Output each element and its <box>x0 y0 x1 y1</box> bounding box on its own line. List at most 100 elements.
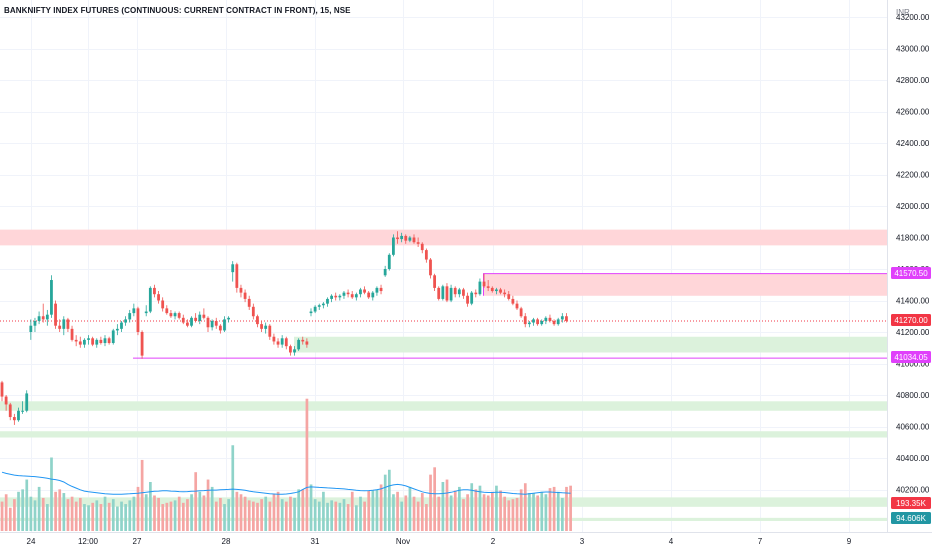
volume-bar <box>453 490 457 531</box>
volume-bar <box>95 500 99 531</box>
y-tick-label: 42600.00 <box>896 108 930 117</box>
candle <box>404 235 408 241</box>
candle <box>441 286 445 299</box>
candle <box>284 338 288 347</box>
volume-bar <box>103 496 107 531</box>
volume-bar <box>235 491 239 531</box>
price-mark-badge <box>891 351 931 363</box>
candle <box>507 294 511 299</box>
volume-bar <box>17 491 20 531</box>
candle <box>25 393 29 411</box>
volume-bar <box>194 472 198 531</box>
candle <box>165 308 169 314</box>
candle <box>330 295 333 299</box>
candle <box>367 292 371 298</box>
volume-bar <box>532 493 535 531</box>
volume-bar <box>8 507 12 531</box>
candle <box>305 341 309 345</box>
candle <box>83 339 86 345</box>
volume-bar <box>210 486 214 531</box>
volume-bar <box>190 494 193 531</box>
candle <box>78 341 82 345</box>
candle <box>470 292 474 304</box>
candle <box>169 313 173 317</box>
volume-bar <box>392 494 395 531</box>
candle <box>437 287 441 299</box>
candle <box>111 330 115 344</box>
candle <box>120 322 123 329</box>
candle <box>495 289 498 292</box>
candle <box>317 305 321 307</box>
volume-bar <box>297 489 301 531</box>
volume-bar <box>54 491 57 531</box>
volume-bar <box>367 490 371 531</box>
volume-bar <box>474 489 478 531</box>
candle <box>334 295 338 298</box>
y-tick-label: 43000.00 <box>896 45 930 54</box>
volume-bar <box>495 485 498 531</box>
volume-bar <box>46 504 49 531</box>
volume-bar <box>445 479 449 531</box>
volume-bar <box>420 493 424 531</box>
candle <box>416 242 420 244</box>
supply-zone <box>483 273 887 296</box>
volume-bar <box>41 497 45 531</box>
volume-bar <box>499 490 502 531</box>
volume-bar <box>507 500 511 531</box>
volume-bar <box>536 495 539 531</box>
candle <box>433 275 436 288</box>
volume-bar <box>441 482 445 531</box>
volume-bar <box>334 501 338 531</box>
y-tick-label: 41000.00 <box>896 360 930 369</box>
candle <box>346 292 350 295</box>
candle <box>321 303 325 306</box>
candle <box>544 317 548 321</box>
volume-bar <box>272 494 276 531</box>
volume-bar <box>173 500 177 531</box>
volume-bar <box>276 491 280 531</box>
volume-bar <box>37 486 41 531</box>
candle <box>449 287 453 301</box>
volume-bar <box>280 499 284 531</box>
candle <box>457 289 461 295</box>
volume-bar <box>519 489 523 531</box>
y-tick-label: 42400.00 <box>896 139 930 148</box>
volume-bar <box>437 496 441 531</box>
candle <box>95 339 99 345</box>
candle <box>17 410 20 421</box>
volume-bar <box>486 495 490 531</box>
volume-bar <box>330 500 333 531</box>
time-axis[interactable]: 24 12:00 27 28 31 Nov 2 3 4 7 9 <box>27 537 852 546</box>
candle <box>124 319 127 323</box>
price-mark-label: 193.35K <box>896 499 926 508</box>
volume-bar <box>412 496 416 531</box>
candle <box>511 298 515 304</box>
y-tick-label: 42200.00 <box>896 171 930 180</box>
y-tick-label: 40600.00 <box>896 423 930 432</box>
candle <box>161 300 165 309</box>
chart-title: BANKNIFTY INDEX FUTURES (CONTINUOUS: CUR… <box>4 6 351 15</box>
candle <box>153 287 156 295</box>
candle <box>272 336 276 342</box>
volume-bar <box>136 486 140 531</box>
volume-bar <box>528 493 531 531</box>
candle <box>132 308 136 314</box>
volume-bar <box>239 494 243 531</box>
volume-bar <box>231 445 235 531</box>
volume-bar <box>458 486 461 531</box>
candle <box>177 313 181 318</box>
volume-bar <box>99 504 103 531</box>
candle <box>115 328 119 331</box>
x-tick-label: 7 <box>758 537 763 546</box>
volume-bar <box>264 496 268 531</box>
candle <box>556 319 560 325</box>
candle <box>359 289 362 295</box>
demand-zone <box>294 336 887 353</box>
volume-bar <box>342 499 346 531</box>
candle <box>560 316 564 320</box>
y-tick-label: 40800.00 <box>896 391 930 400</box>
volume-bar <box>503 496 507 531</box>
volume-bar <box>379 484 383 531</box>
